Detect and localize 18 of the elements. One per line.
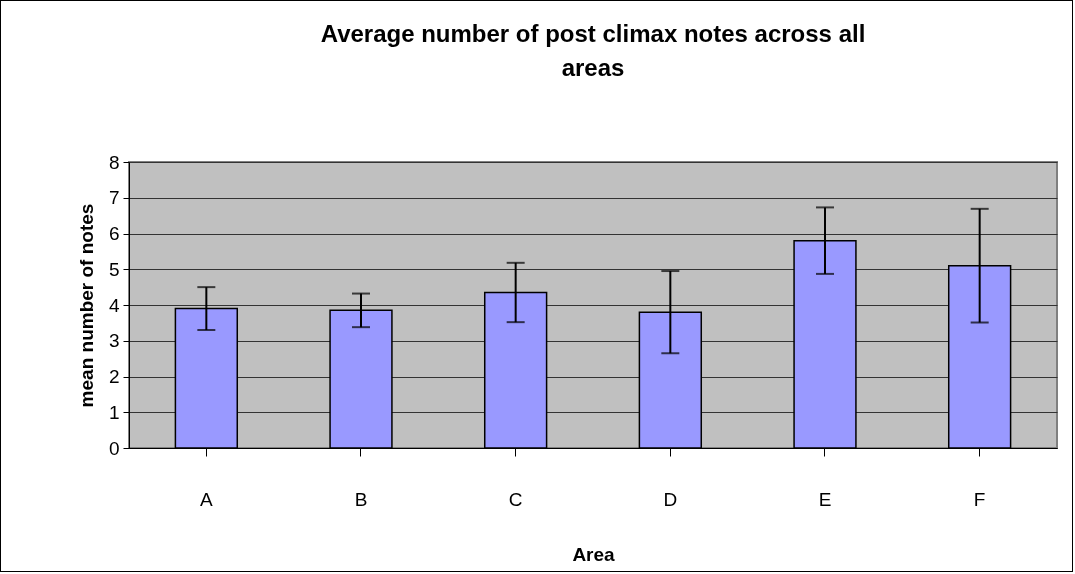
y-tick-label: 3 bbox=[108, 330, 120, 352]
y-tick-label: 7 bbox=[108, 187, 120, 209]
x-tick-label: C bbox=[508, 488, 523, 510]
y-tick-label: 4 bbox=[108, 294, 120, 316]
x-tick-label: B bbox=[354, 488, 368, 510]
x-tick-label: A bbox=[199, 488, 213, 510]
y-tick-label: 5 bbox=[108, 258, 120, 280]
y-tick-label: 6 bbox=[108, 223, 120, 244]
y-tick-label: 0 bbox=[108, 437, 120, 459]
x-tick-label: D bbox=[663, 488, 678, 510]
y-tick-label: 8 bbox=[108, 151, 120, 173]
x-axis-title: Area bbox=[572, 543, 616, 565]
y-axis-title: mean number of notes bbox=[75, 203, 97, 408]
y-tick-label: 2 bbox=[108, 366, 120, 387]
chart-title: Average number of post climax notes across all areas bbox=[320, 20, 866, 81]
x-tick-label: F bbox=[973, 488, 986, 510]
x-tick-label: E bbox=[818, 488, 832, 510]
y-tick-label: 1 bbox=[108, 401, 120, 423]
